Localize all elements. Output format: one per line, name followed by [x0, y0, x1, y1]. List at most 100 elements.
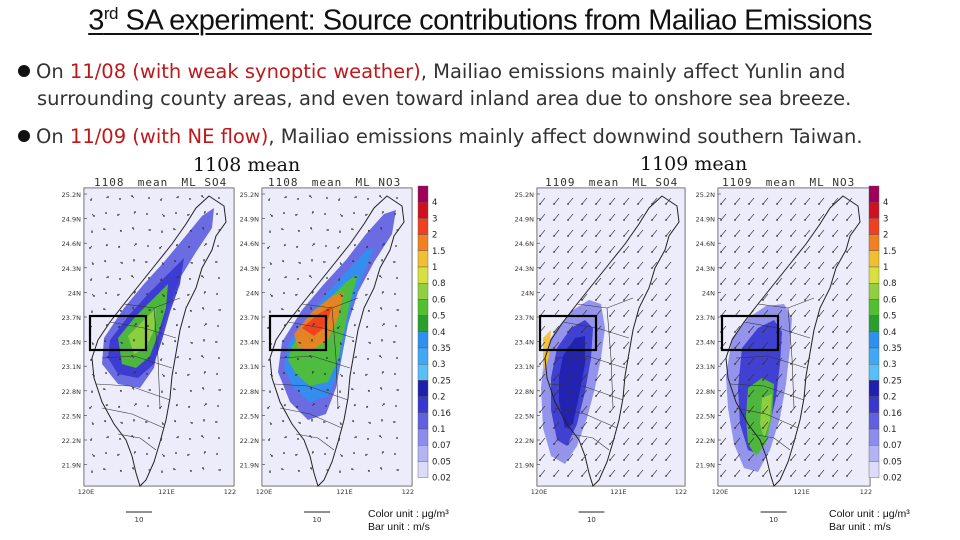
- wind-vector-head: [539, 219, 541, 221]
- wind-vector-head: [846, 347, 848, 349]
- wind-vector-head: [298, 310, 300, 312]
- wind-vector: [734, 229, 741, 237]
- wind-vector-head: [134, 451, 136, 453]
- wind-vector: [539, 197, 546, 205]
- wind-vector: [832, 277, 839, 285]
- wind-vector: [818, 469, 825, 477]
- wind-vector: [595, 293, 602, 301]
- wind-vector-head: [203, 339, 205, 341]
- wind-vector: [832, 437, 839, 445]
- wind-vector-head: [159, 327, 161, 329]
- wind-vector-head: [595, 459, 597, 461]
- wind-vector-head: [734, 235, 736, 237]
- wind-vector: [804, 213, 811, 221]
- wind-vector-head: [734, 267, 736, 269]
- wind-vector: [539, 213, 546, 221]
- wind-vector-head: [91, 471, 93, 473]
- wind-vector: [748, 453, 755, 461]
- wind-vector: [665, 389, 672, 397]
- wind-vector-head: [367, 198, 369, 200]
- wind-vector: [832, 309, 839, 317]
- wind-vector: [748, 357, 755, 365]
- colorbar-segment: [417, 266, 429, 284]
- wind-vector: [651, 453, 658, 461]
- wind-vector-head: [121, 422, 123, 424]
- wind-vector-head: [720, 363, 722, 365]
- wind-vector-head: [651, 331, 653, 333]
- wind-vector-head: [267, 327, 269, 329]
- wind-vector: [734, 277, 741, 285]
- wind-vector-head: [818, 331, 820, 333]
- wind-vector: [595, 437, 602, 445]
- wind-vector: [623, 389, 630, 397]
- wind-vector-head: [146, 373, 148, 375]
- wind-vector-head: [623, 267, 625, 269]
- wind-vector: [832, 357, 839, 365]
- wind-vector-head: [748, 283, 750, 285]
- wind-vector-head: [637, 315, 639, 317]
- wind-vector: [734, 213, 741, 221]
- wind-vector-head: [720, 203, 722, 205]
- wind-vector-head: [379, 355, 381, 357]
- wind-vector-head: [310, 227, 312, 229]
- wind-vector: [790, 469, 797, 477]
- wind-vector: [637, 309, 644, 317]
- wind-vector-head: [380, 467, 382, 469]
- wind-vector-head: [804, 459, 806, 461]
- colorbar-segment: [417, 412, 429, 430]
- lat-tick-label: 24.9N: [696, 216, 715, 224]
- wind-vector-head: [135, 323, 137, 325]
- wind-vector-head: [637, 411, 639, 413]
- wind-vector: [581, 469, 588, 477]
- wind-vector: [818, 229, 825, 237]
- wind-vector-head: [553, 427, 555, 429]
- wind-vector: [776, 245, 783, 253]
- wind-vector-head: [846, 443, 848, 445]
- wind-vector: [651, 357, 658, 365]
- wind-vector: [623, 309, 630, 317]
- wind-vector-head: [790, 203, 792, 205]
- wind-vector-head: [818, 315, 820, 317]
- wind-vector-head: [299, 262, 301, 264]
- wind-vector-head: [553, 283, 555, 285]
- colorbar-segment: [417, 461, 429, 478]
- wind-vector-head: [339, 391, 341, 393]
- wind-vector: [595, 421, 602, 429]
- wind-vector-head: [311, 259, 313, 261]
- county-boundary: [101, 407, 165, 429]
- wind-vector-head: [202, 467, 204, 469]
- wind-vector-head: [269, 311, 271, 313]
- wind-vector: [609, 293, 616, 301]
- lat-tick-label: 24.3N: [62, 265, 81, 273]
- wind-vector-head: [790, 475, 792, 477]
- wind-vector: [651, 373, 658, 381]
- wind-vector-head: [846, 219, 848, 221]
- wind-vector-head: [651, 315, 653, 317]
- wind-vector: [553, 469, 560, 477]
- colorbar-segment: [868, 185, 880, 203]
- wind-vector-head: [776, 283, 778, 285]
- wind-vector-head: [790, 427, 792, 429]
- wind-vector: [748, 437, 755, 445]
- wind-vector-head: [748, 331, 750, 333]
- wind-vector-head: [846, 395, 848, 397]
- wind-vector-head: [651, 443, 653, 445]
- wind-vector-head: [187, 294, 189, 296]
- wind-vector-head: [581, 203, 583, 205]
- colorbar-label: 0.16: [883, 409, 902, 419]
- wind-vector: [637, 405, 644, 413]
- wind-vector-head: [177, 356, 179, 358]
- colorbar-segment: [868, 250, 880, 268]
- wind-vector-head: [720, 379, 722, 381]
- wind-vector: [595, 277, 602, 285]
- wind-vector-head: [804, 219, 806, 221]
- wind-vector: [846, 245, 853, 253]
- wind-vector-head: [748, 443, 750, 445]
- wind-vector-head: [665, 283, 667, 285]
- wind-vector: [818, 453, 825, 461]
- wind-vector-head: [89, 247, 91, 249]
- wind-vector-head: [395, 325, 397, 327]
- wind-vector-head: [326, 197, 328, 199]
- wind-vector: [637, 341, 644, 349]
- wind-vector-head: [818, 443, 820, 445]
